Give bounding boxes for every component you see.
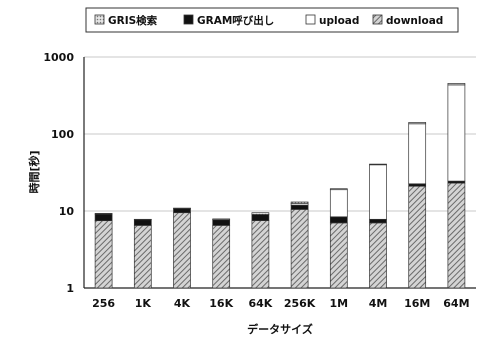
bar-segment-gris-64K xyxy=(251,212,270,215)
bar-segment-gris-16M xyxy=(408,122,427,125)
bar-segment-gram-4K xyxy=(173,208,191,214)
legend-swatch-upload xyxy=(305,14,316,25)
x-tick-16M: 16M xyxy=(404,297,430,310)
x-tick-4K: 4K xyxy=(174,297,191,310)
bar-segment-gris-1M xyxy=(329,188,348,191)
x-tick-16K: 16K xyxy=(209,297,233,310)
y-tick-10: 10 xyxy=(59,205,75,218)
x-tick-256K: 256K xyxy=(284,297,316,310)
bar-segment-gris-1K xyxy=(133,218,152,221)
y-tick-1000: 1000 xyxy=(43,51,74,64)
bar-segment-gram-16K xyxy=(212,219,231,226)
bar-segment-gram-64K xyxy=(251,214,270,221)
bar-segment-gris-4M xyxy=(369,163,387,166)
x-tick-256: 256 xyxy=(92,297,115,310)
x-tick-1M: 1M xyxy=(329,297,348,310)
bar-segment-download-64K xyxy=(251,220,270,289)
bar-segment-upload-1M xyxy=(329,189,348,218)
x-tick-4M: 4M xyxy=(369,297,388,310)
y-axis-title: 時間[秒] xyxy=(27,150,41,193)
legend-label-gris: GRIS検索 xyxy=(108,14,158,27)
bar-segment-gris-256K xyxy=(290,201,309,204)
bar-segment-gris-16K xyxy=(212,218,231,221)
x-tick-64M: 64M xyxy=(443,297,469,310)
bar-segment-download-16M xyxy=(408,185,427,289)
bar-segment-download-256K xyxy=(290,209,309,289)
y-tick-1: 1 xyxy=(66,282,74,295)
legend-swatch-download xyxy=(372,14,383,25)
legend: GRIS検索 GRAM呼び出し upload download xyxy=(85,7,459,33)
bar-segment-download-1K xyxy=(133,225,152,289)
bar-segment-gram-16M xyxy=(408,183,427,187)
bar-segment-gram-1M xyxy=(329,216,348,224)
bar-segment-upload-16M xyxy=(408,123,427,185)
bar-segment-gris-256 xyxy=(94,213,113,215)
bar-segment-download-256 xyxy=(94,220,113,289)
bar-segment-gram-256 xyxy=(94,213,113,222)
bar-segment-gram-4M xyxy=(369,218,387,224)
bar-segment-gris-4K xyxy=(173,207,191,210)
legend-label-download: download xyxy=(386,15,443,27)
bar-segment-gram-256K xyxy=(290,204,309,210)
y-tick-labels: 1000 100 10 1 xyxy=(43,51,74,295)
legend-swatch-gris xyxy=(94,14,105,25)
bar-segment-download-4K xyxy=(173,212,191,289)
bar-segment-gram-1K xyxy=(133,219,152,226)
bar-segment-download-1M xyxy=(329,222,348,289)
x-tick-labels: 256 1K 4K 16K 64K 256K 1M 4M 16M 64M xyxy=(92,297,469,310)
bar-segment-upload-4M xyxy=(369,164,387,220)
legend-label-gram: GRAM呼び出し xyxy=(197,14,274,27)
legend-swatch-gram xyxy=(183,14,194,25)
x-tick-1K: 1K xyxy=(135,297,152,310)
y-tick-100: 100 xyxy=(51,128,74,141)
x-axis-title: データサイズ xyxy=(247,322,313,336)
legend-box xyxy=(85,7,459,33)
x-tick-64K: 64K xyxy=(248,297,272,310)
bars xyxy=(94,83,466,289)
bar-segment-download-64M xyxy=(447,182,466,289)
legend-label-upload: upload xyxy=(319,15,359,27)
bar-segment-download-4M xyxy=(369,222,387,289)
bar-segment-gris-64M xyxy=(447,83,466,86)
bar-segment-upload-64M xyxy=(447,84,466,182)
bar-segment-download-16K xyxy=(212,225,231,289)
